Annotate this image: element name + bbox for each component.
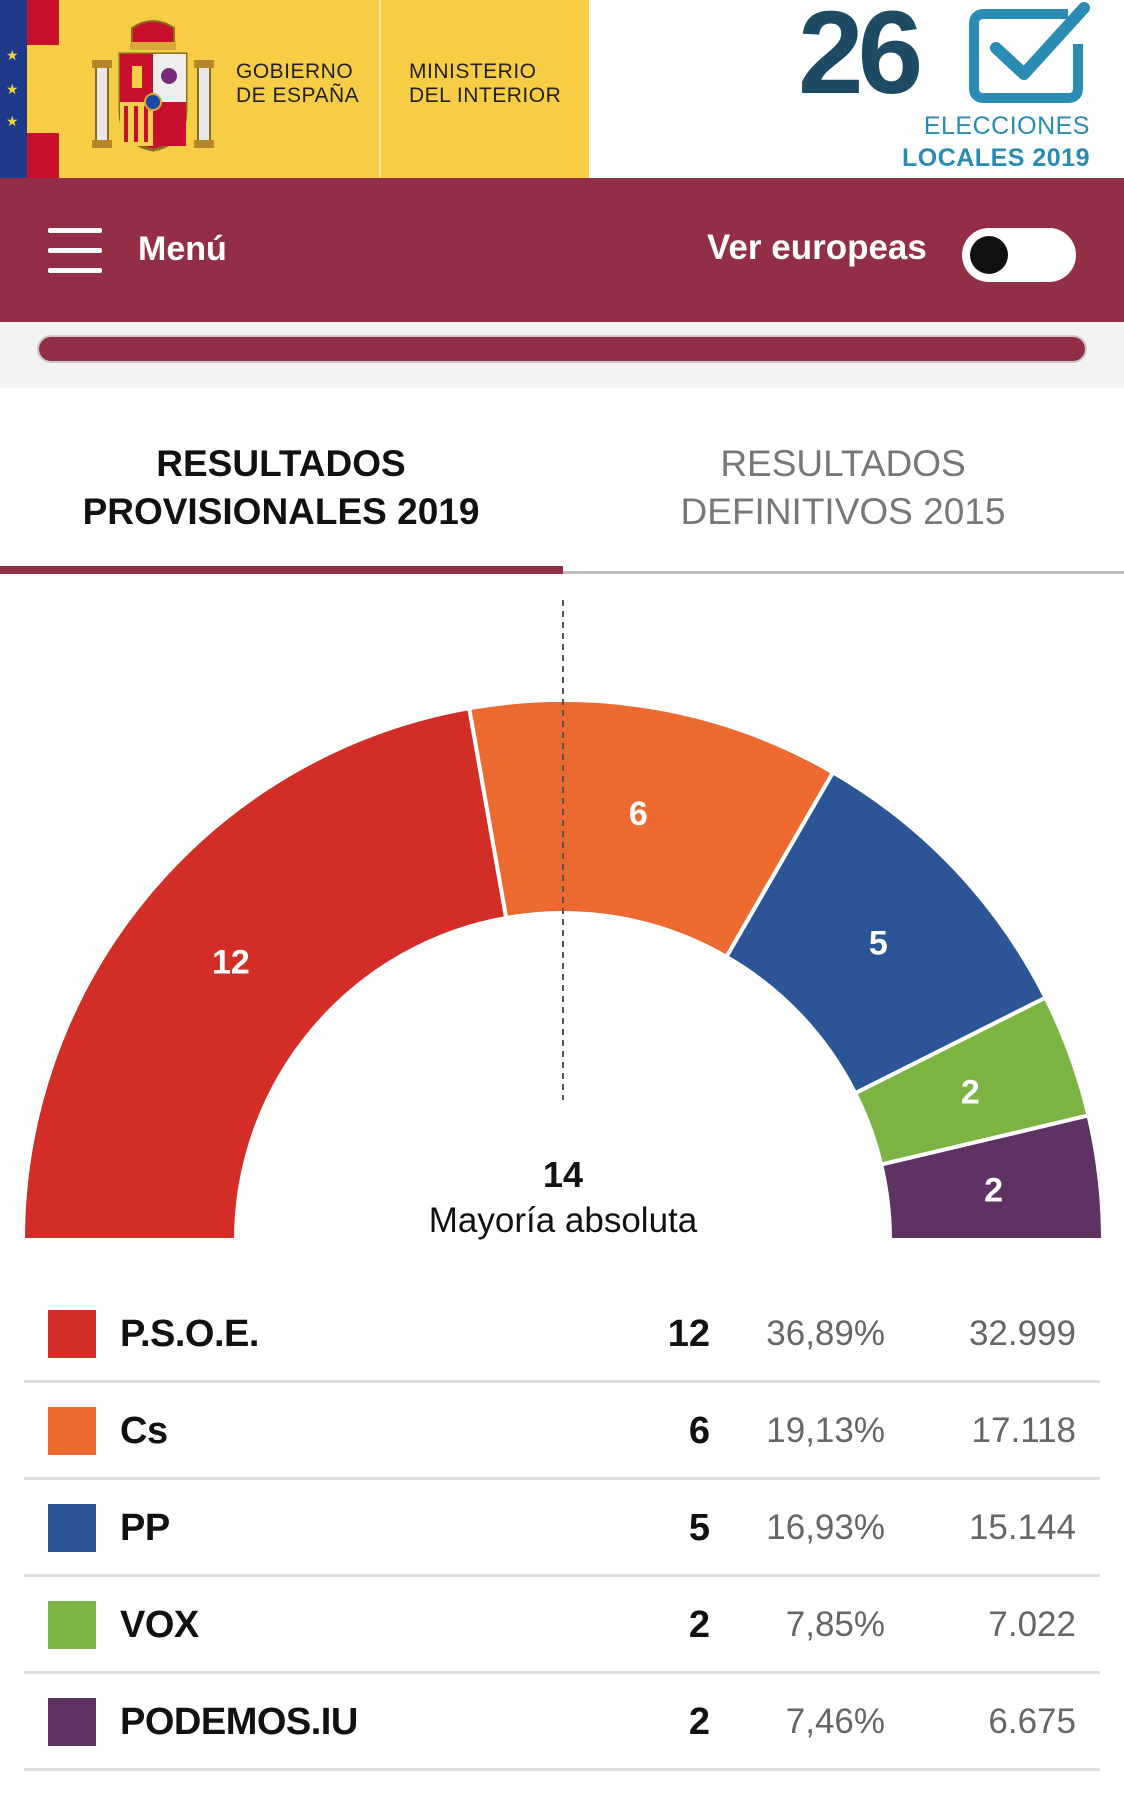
table-row[interactable]: Cs 6 19,13% 17.118 (24, 1383, 1100, 1480)
spain-flag-stripe (27, 45, 59, 133)
seat-slice-label: 6 (629, 795, 648, 833)
party-color-swatch (48, 1698, 96, 1746)
menu-icon[interactable] (48, 228, 102, 274)
main-navbar: Menú Ver europeas (0, 178, 1124, 322)
tab-label-line: RESULTADOS (720, 443, 966, 484)
table-row[interactable]: PP 5 16,93% 15.144 (24, 1480, 1100, 1577)
table-row[interactable]: VOX 2 7,85% 7.022 (24, 1577, 1100, 1674)
toggle-knob (970, 236, 1008, 274)
seat-slice[interactable] (878, 1113, 1106, 1242)
party-name: PODEMOS.IU (120, 1701, 358, 1743)
ministry-name: MINISTERIO DEL INTERIOR (409, 60, 561, 108)
star-icon: ★ (6, 47, 19, 63)
party-votes: 15.144 (968, 1508, 1076, 1547)
seat-slice-label: 12 (212, 943, 250, 981)
party-votes: 7.022 (988, 1605, 1076, 1644)
party-name: PP (120, 1507, 170, 1549)
results-table: P.S.O.E. 12 36,89% 32.999 Cs 6 19,13% 17.118 PP 5… (24, 1286, 1100, 1771)
party-seats: 2 (688, 1701, 710, 1743)
ministry-name-line: MINISTERIO (409, 60, 537, 83)
ministry-logo-block[interactable] (381, 0, 589, 178)
tab-label-line: PROVISIONALES 2019 (82, 491, 480, 532)
seat-slice-label: 5 (869, 925, 888, 963)
party-seats: 5 (688, 1507, 710, 1549)
majority-label: Mayoría absoluta (429, 1201, 698, 1240)
party-seats: 12 (667, 1313, 710, 1355)
site-header: ★ ★ ★ GOBIERNO DE ESPAÑA MINISTERIO DEL … (0, 0, 1124, 178)
party-vote-percent: 7,85% (785, 1605, 885, 1644)
government-logo-block[interactable] (59, 0, 379, 178)
view-european-toggle[interactable] (962, 228, 1076, 282)
ministry-name-line: DEL INTERIOR (409, 84, 562, 107)
tab-definitive-2015[interactable]: RESULTADOS DEFINITIVOS 2015 (562, 440, 1124, 536)
ballot-check-icon (969, 2, 1090, 103)
star-icon: ★ (6, 81, 19, 97)
progress-track (37, 335, 1087, 363)
view-european-label: Ver europeas (707, 228, 927, 267)
party-name: VOX (120, 1604, 199, 1646)
tab-label-line: DEFINITIVOS 2015 (680, 491, 1006, 532)
government-name-line: GOBIERNO (236, 60, 354, 83)
party-vote-percent: 7,46% (785, 1702, 885, 1741)
party-vote-percent: 19,13% (766, 1411, 885, 1450)
menu-button[interactable]: Menú (138, 230, 227, 268)
table-row[interactable]: PODEMOS.IU 2 7,46% 6.675 (24, 1674, 1100, 1771)
seat-slice-label: 2 (961, 1074, 980, 1112)
seat-slice[interactable] (20, 705, 509, 1242)
tab-inactive-underline (563, 571, 1124, 574)
party-color-swatch (48, 1504, 96, 1552)
party-color-swatch (48, 1310, 96, 1358)
elections-title-line2: LOCALES 2019 (901, 144, 1090, 172)
tab-active-indicator (0, 566, 563, 574)
table-row[interactable]: P.S.O.E. 12 36,89% 32.999 (24, 1286, 1100, 1383)
party-color-swatch (48, 1601, 96, 1649)
government-name-line: DE ESPAÑA (236, 84, 360, 107)
progress-fill (39, 337, 1085, 361)
count-progress (0, 322, 1124, 388)
spain-flag-stripe (27, 0, 59, 45)
seats-semicircle-chart: 12 6 5 2 2 14 Mayoría absoluta (20, 600, 1106, 1242)
party-vote-percent: 16,93% (766, 1508, 885, 1547)
header-divider (379, 0, 381, 178)
majority-seats: 14 (543, 1154, 583, 1195)
tab-provisional-2019[interactable]: RESULTADOS PROVISIONALES 2019 (0, 440, 562, 536)
party-name: P.S.O.E. (120, 1313, 259, 1355)
government-name: GOBIERNO DE ESPAÑA (236, 60, 359, 108)
party-seats: 6 (688, 1410, 710, 1452)
spain-flag-stripe (27, 133, 59, 178)
party-vote-percent: 36,89% (766, 1314, 885, 1353)
eu-flag-strip: ★ ★ ★ (0, 0, 27, 178)
party-seats: 2 (688, 1604, 710, 1646)
seat-slice-label: 2 (984, 1172, 1003, 1210)
party-color-swatch (48, 1407, 96, 1455)
elections-title-line1: ELECCIONES (923, 112, 1090, 140)
party-name: Cs (120, 1410, 168, 1452)
party-votes: 32.999 (968, 1314, 1076, 1353)
party-votes: 17.118 (971, 1411, 1076, 1450)
party-votes: 6.675 (988, 1702, 1076, 1741)
elections-date-number: 26 (798, 0, 923, 119)
tab-label-line: RESULTADOS (156, 443, 406, 484)
coat-of-arms-icon (92, 20, 214, 152)
star-icon: ★ (6, 113, 19, 129)
